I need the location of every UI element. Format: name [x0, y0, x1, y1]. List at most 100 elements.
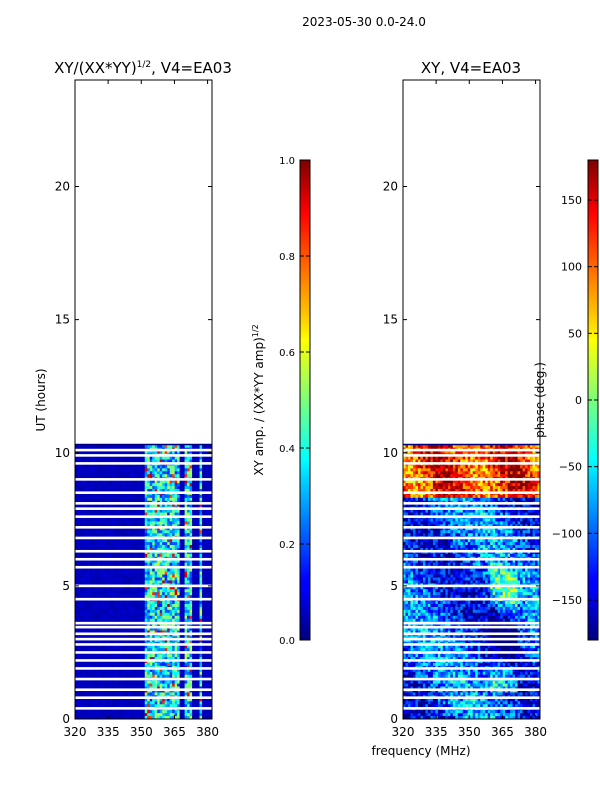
heatmap-cell: [99, 668, 103, 673]
heatmap-cell: [152, 533, 156, 537]
heatmap-cell: [182, 542, 186, 546]
heatmap-cell: [184, 577, 188, 582]
heatmap-cell: [177, 662, 181, 667]
heatmap-cell: [169, 494, 173, 499]
heatmap-cell: [112, 657, 116, 661]
heatmap-cell: [172, 465, 176, 469]
heatmap-cell: [154, 618, 158, 623]
heatmap-cell: [209, 580, 212, 584]
heatmap-cell: [172, 503, 176, 508]
heatmap-cell: [149, 533, 153, 537]
heatmap-cell: [159, 704, 163, 708]
heatmap-cell: [199, 601, 203, 605]
heatmap-cell: [164, 606, 168, 611]
heatmap-cell: [97, 662, 101, 667]
heatmap-cell: [84, 527, 89, 531]
heatmap-cell: [129, 592, 133, 596]
heatmap-cell: [139, 497, 143, 502]
heatmap-cell: [209, 533, 212, 537]
heatmap-cell: [122, 606, 126, 611]
heatmap-cell: [197, 639, 201, 643]
heatmap-cell: [179, 710, 183, 714]
heatmap-cell: [207, 612, 211, 617]
heatmap-cell: [84, 512, 89, 517]
heatmap-cell: [114, 698, 118, 702]
heatmap-cell: [154, 686, 158, 691]
heatmap-cell: [99, 680, 103, 685]
heatmap-cell: [187, 662, 191, 667]
heatmap-cell: [99, 615, 103, 620]
heatmap-cell: [82, 471, 86, 475]
heatmap-cell: [139, 589, 143, 593]
heatmap-cell: [77, 662, 81, 667]
heatmap-cell: [192, 657, 196, 661]
heatmap-cell: [107, 639, 111, 643]
heatmap-cell: [192, 674, 196, 679]
heatmap-cell: [142, 465, 146, 469]
heatmap-cell: [127, 550, 131, 555]
heatmap-cell: [177, 701, 181, 705]
heatmap-cell: [197, 512, 201, 517]
heatmap-cell: [84, 533, 89, 537]
heatmap-cell: [199, 674, 203, 679]
heatmap-cell: [149, 497, 153, 502]
heatmap-cell: [84, 604, 89, 608]
heatmap-cell: [184, 627, 188, 632]
heatmap-cell: [174, 686, 178, 691]
heatmap-cell: [164, 562, 168, 567]
heatmap-cell: [159, 480, 163, 484]
heatmap-cell: [194, 480, 198, 484]
heatmap-cell: [182, 471, 186, 475]
heatmap-cell: [97, 574, 101, 579]
heatmap-cell: [162, 627, 166, 632]
heatmap-cell: [157, 633, 161, 638]
heatmap-cell: [127, 668, 131, 673]
heatmap-cell: [187, 459, 191, 464]
heatmap-cell: [87, 459, 91, 464]
heatmap-cell: [199, 521, 203, 525]
heatmap-cell: [127, 486, 131, 490]
heatmap-cell: [97, 459, 101, 464]
heatmap-cell: [79, 692, 84, 697]
heatmap-cell: [129, 680, 133, 685]
heatmap-cell: [174, 657, 178, 661]
heatmap-cell: [169, 586, 173, 590]
heatmap-cell: [132, 530, 136, 534]
heatmap-cell: [84, 671, 89, 676]
heatmap-cell: [147, 595, 151, 599]
heatmap-cell: [159, 698, 163, 702]
heatmap-cell: [169, 512, 173, 517]
heatmap-cell: [154, 689, 158, 694]
heatmap-cell: [89, 497, 94, 502]
heatmap-cell: [124, 710, 128, 714]
heatmap-cell: [127, 683, 131, 688]
heatmap-cell: [104, 521, 108, 525]
heatmap-cell: [134, 471, 138, 475]
heatmap-cell: [157, 568, 161, 573]
heatmap-cell: [169, 503, 173, 508]
heatmap-cell: [75, 689, 79, 694]
heatmap-cell: [134, 518, 138, 523]
heatmap-cell: [207, 518, 211, 523]
heatmap-cell: [109, 568, 113, 573]
heatmap-cell: [169, 574, 173, 579]
heatmap-cell: [107, 692, 111, 697]
heatmap-cell: [109, 609, 113, 614]
heatmap-cell: [174, 545, 178, 549]
heatmap-cell: [202, 562, 206, 567]
heatmap-cell: [199, 574, 203, 579]
heatmap-cell: [99, 494, 103, 499]
heatmap-cell: [139, 680, 143, 685]
heatmap-cell: [104, 592, 108, 596]
heatmap-cell: [194, 668, 198, 673]
heatmap-cell: [197, 533, 201, 537]
heatmap-cell: [162, 704, 166, 708]
heatmap-cell: [134, 689, 138, 694]
heatmap-cell: [75, 494, 79, 499]
heatmap-cell: [184, 562, 188, 567]
heatmap-cell: [87, 480, 91, 484]
heatmap-cell: [102, 480, 106, 484]
heatmap-cell: [102, 474, 106, 478]
heatmap-cell: [149, 589, 153, 593]
heatmap-cell: [134, 521, 138, 525]
